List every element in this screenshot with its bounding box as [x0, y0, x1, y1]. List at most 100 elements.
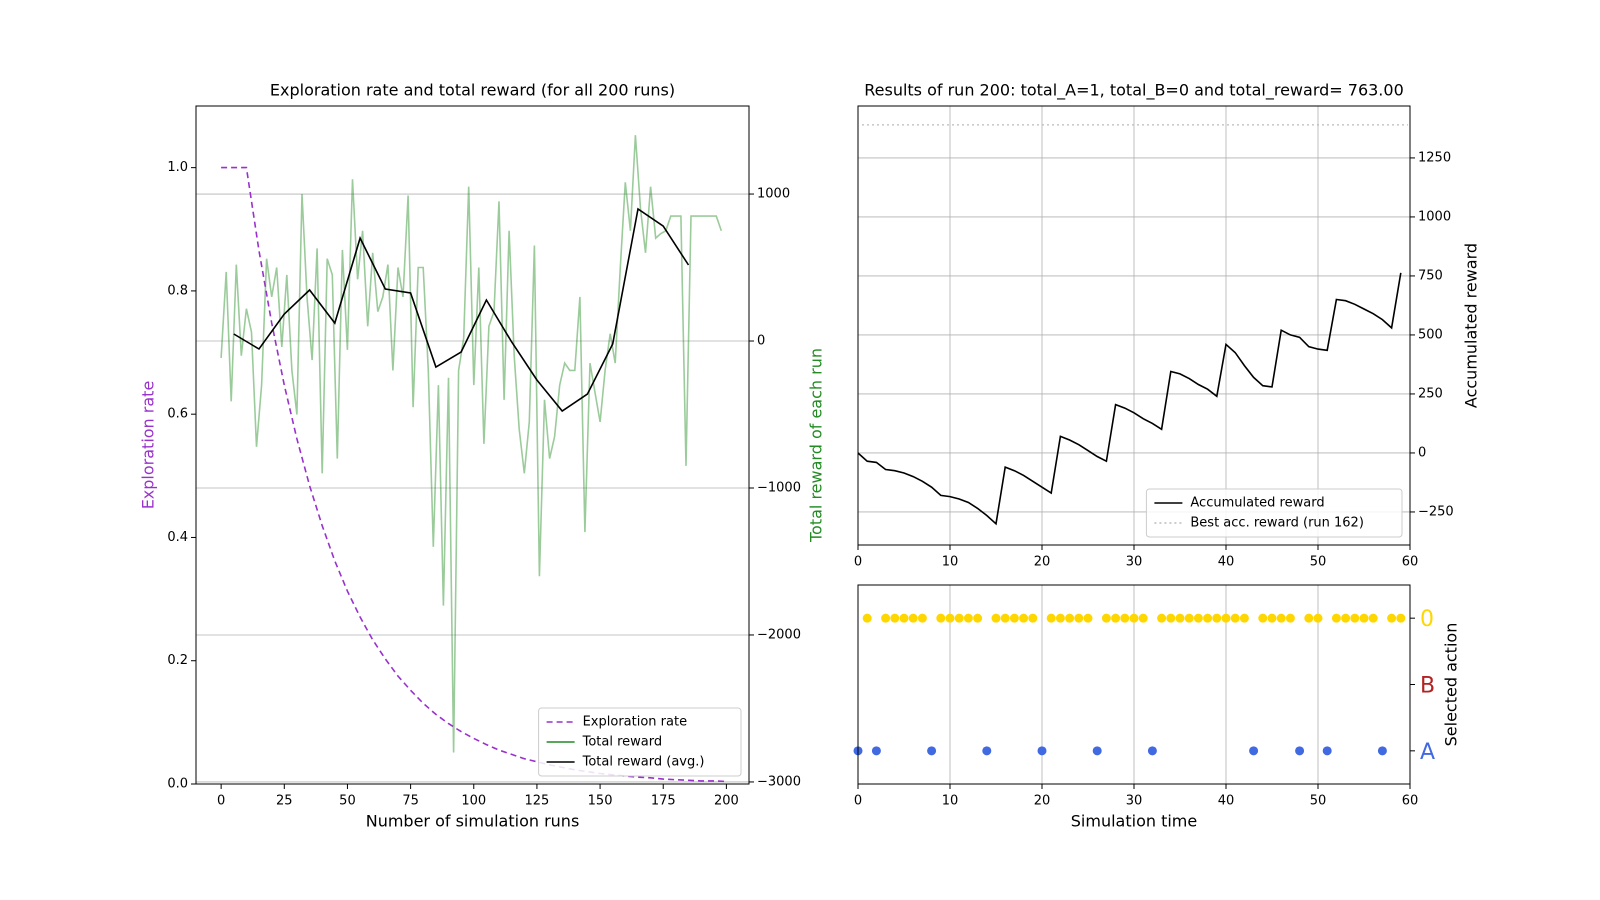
y2-tick-label: 0: [757, 334, 765, 349]
point: [991, 613, 1001, 623]
x-tick-label: 125: [525, 794, 550, 809]
point: [1138, 613, 1148, 623]
legend-box: [1145, 488, 1403, 538]
x-axis-label: Simulation time: [1071, 812, 1197, 831]
point: [1368, 613, 1378, 623]
point: [1258, 613, 1268, 623]
y-tick-label: 1.0: [167, 160, 188, 175]
y-tick-label: 0.4: [167, 530, 188, 545]
point: [1377, 746, 1387, 756]
point: [890, 613, 900, 623]
x-tick-label: 100: [461, 794, 486, 809]
x-tick-label: 60: [1402, 555, 1419, 570]
x-tick-label: 10: [942, 555, 959, 570]
point: [1350, 613, 1360, 623]
point: [1267, 613, 1277, 623]
point: [1212, 613, 1222, 623]
x-tick-label: 10: [942, 794, 959, 809]
y-tick-label: A: [1420, 740, 1435, 765]
y-tick-label: B: [1420, 674, 1435, 699]
y-axis-label: Accumulated reward: [1462, 243, 1481, 408]
point: [927, 746, 937, 756]
y-tick-label: 0.0: [167, 777, 188, 792]
point: [1203, 613, 1213, 623]
y-tick-label: 0: [1418, 445, 1426, 460]
point: [1147, 746, 1157, 756]
y-tick-label: 1000: [1418, 209, 1451, 224]
x-tick-label: 50: [339, 794, 356, 809]
point: [1230, 613, 1240, 623]
x-tick-label: 30: [1126, 555, 1143, 570]
legend-box: [538, 707, 742, 777]
point: [1221, 613, 1231, 623]
point: [1239, 613, 1249, 623]
y-tick-label: 250: [1418, 386, 1443, 401]
legend-label: Total reward: [582, 735, 663, 750]
point: [1193, 613, 1203, 623]
x-tick-label: 50: [1310, 794, 1327, 809]
x-tick-label: 0: [217, 794, 225, 809]
y2-tick-label: 1000: [757, 187, 790, 202]
series-line: [220, 135, 723, 753]
point: [1285, 613, 1295, 623]
y2-axis-label: Total reward of each run: [807, 348, 826, 543]
point: [1111, 613, 1121, 623]
x-tick-label: 200: [714, 794, 739, 809]
point: [1166, 613, 1176, 623]
point: [1396, 613, 1406, 623]
chart-title: Results of run 200: total_A=1, total_B=0…: [864, 81, 1404, 101]
point: [1304, 613, 1314, 623]
point: [1184, 613, 1194, 623]
x-tick-label: 0: [854, 555, 862, 570]
y2-tick-label: −3000: [757, 774, 801, 789]
x-tick-label: 30: [1126, 794, 1143, 809]
legend-label: Exploration rate: [583, 715, 687, 730]
point: [1092, 746, 1102, 756]
point: [1276, 613, 1286, 623]
point: [1322, 746, 1332, 756]
point: [1046, 613, 1056, 623]
x-tick-label: 175: [651, 794, 676, 809]
x-tick-label: 0: [854, 794, 862, 809]
point: [1065, 613, 1075, 623]
point: [1129, 613, 1139, 623]
y-tick-label: −250: [1418, 504, 1454, 519]
x-tick-label: 75: [402, 794, 419, 809]
point: [1157, 613, 1167, 623]
point: [899, 613, 909, 623]
point: [1175, 613, 1185, 623]
series-line: [857, 272, 1402, 526]
x-tick-label: 50: [1310, 555, 1327, 570]
point: [973, 613, 983, 623]
chart-title: Exploration rate and total reward (for a…: [270, 81, 675, 100]
point: [1387, 613, 1397, 623]
x-tick-label: 40: [1218, 794, 1235, 809]
point: [1341, 613, 1351, 623]
y-tick-label: 0.8: [167, 283, 188, 298]
point: [1000, 613, 1010, 623]
y2-tick-label: −1000: [757, 480, 801, 495]
point: [862, 613, 872, 623]
point: [1120, 613, 1130, 623]
legend-label: Total reward (avg.): [582, 755, 705, 770]
point: [936, 613, 946, 623]
point: [1313, 613, 1323, 623]
x-tick-label: 60: [1402, 794, 1419, 809]
point: [1055, 613, 1065, 623]
y-tick-label: 0: [1420, 607, 1434, 632]
point: [917, 613, 927, 623]
x-tick-label: 40: [1218, 555, 1235, 570]
x-axis-label: Number of simulation runs: [366, 812, 580, 831]
point: [1074, 613, 1084, 623]
point: [908, 613, 918, 623]
point: [945, 613, 955, 623]
point: [1331, 613, 1341, 623]
point: [1359, 613, 1369, 623]
point: [963, 613, 973, 623]
x-tick-label: 20: [1034, 794, 1051, 809]
plot-frame: [857, 584, 1411, 785]
point: [1019, 613, 1029, 623]
point: [881, 613, 891, 623]
point: [1101, 613, 1111, 623]
